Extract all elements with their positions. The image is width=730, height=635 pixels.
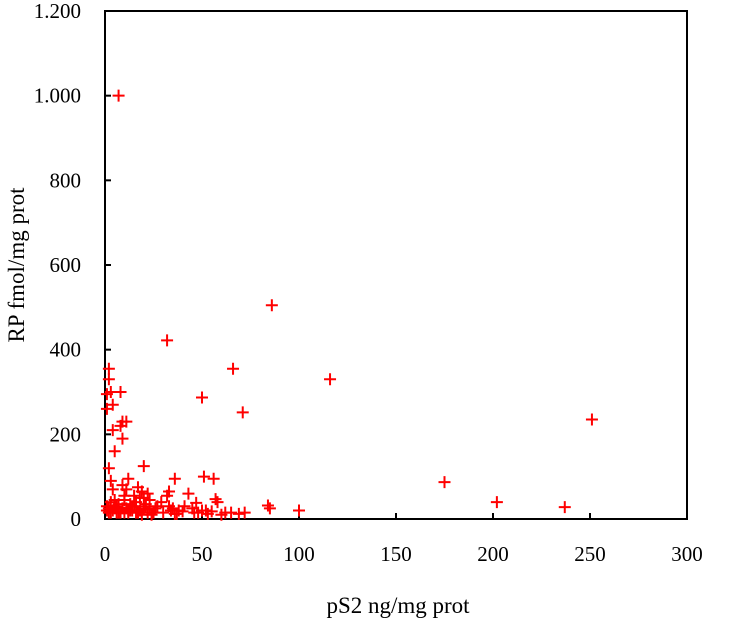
x-tick-label: 0 (100, 542, 111, 566)
data-point (236, 406, 249, 419)
data-point (102, 373, 115, 386)
data-point (161, 334, 174, 347)
x-tick-label: 50 (192, 542, 213, 566)
data-point (120, 415, 133, 428)
data-point (112, 89, 125, 102)
data-point (104, 386, 117, 398)
y-tick-label: 0 (71, 507, 82, 531)
data-point (438, 476, 451, 489)
data-point (116, 432, 129, 445)
data-point (168, 472, 181, 485)
data-point (137, 460, 150, 473)
data-point (102, 362, 115, 375)
x-tick-label: 200 (477, 542, 509, 566)
data-point (324, 373, 337, 386)
data-point (110, 500, 123, 513)
data-point (265, 299, 278, 312)
data-point (207, 472, 220, 485)
data-point (227, 362, 240, 375)
data-point (145, 508, 158, 521)
x-axis-label: pS2 ng/mg prot (326, 593, 470, 618)
data-point (131, 481, 144, 494)
data-point (143, 503, 156, 516)
y-axis-label: RP fmol/mg prot (4, 187, 29, 343)
y-tick-label: 1.200 (34, 0, 81, 23)
data-points (100, 89, 598, 521)
y-tick-label: 1.000 (34, 84, 81, 108)
data-point (263, 502, 276, 515)
data-point (585, 413, 598, 426)
x-tick-label: 100 (283, 542, 315, 566)
data-point (197, 470, 210, 483)
data-point (558, 501, 571, 514)
data-point (161, 489, 174, 502)
data-point (232, 507, 245, 520)
data-point (196, 391, 208, 404)
data-point (261, 499, 274, 512)
x-axis-ticks: 0 50 100 150 200 250 300 (100, 513, 703, 566)
data-point (211, 496, 224, 509)
data-point (102, 462, 115, 475)
y-tick-label: 600 (50, 253, 82, 277)
x-tick-label: 150 (380, 542, 412, 566)
x-tick-label: 250 (574, 542, 606, 566)
plot-frame (104, 10, 688, 520)
data-point (106, 398, 119, 411)
data-point (108, 445, 121, 458)
y-axis-ticks: 0 200 400 600 800 1.000 1.200 (34, 0, 111, 531)
data-point (151, 500, 164, 513)
data-point (238, 506, 251, 519)
y-tick-label: 400 (50, 338, 82, 362)
data-point (168, 507, 181, 520)
data-point (106, 424, 119, 437)
data-point (149, 502, 162, 515)
data-point (182, 487, 195, 500)
data-point (106, 483, 119, 496)
data-point (137, 491, 150, 504)
data-point (122, 472, 135, 485)
data-point (293, 504, 305, 517)
data-point (116, 479, 129, 492)
y-tick-label: 200 (50, 422, 82, 446)
data-point (176, 505, 189, 518)
data-point (104, 474, 117, 487)
data-point (219, 506, 232, 519)
data-point (118, 493, 131, 506)
data-point (157, 506, 170, 519)
x-tick-label: 300 (671, 542, 703, 566)
data-point (490, 496, 503, 509)
y-tick-label: 800 (50, 168, 82, 192)
data-point (209, 493, 222, 506)
data-point (205, 505, 218, 518)
